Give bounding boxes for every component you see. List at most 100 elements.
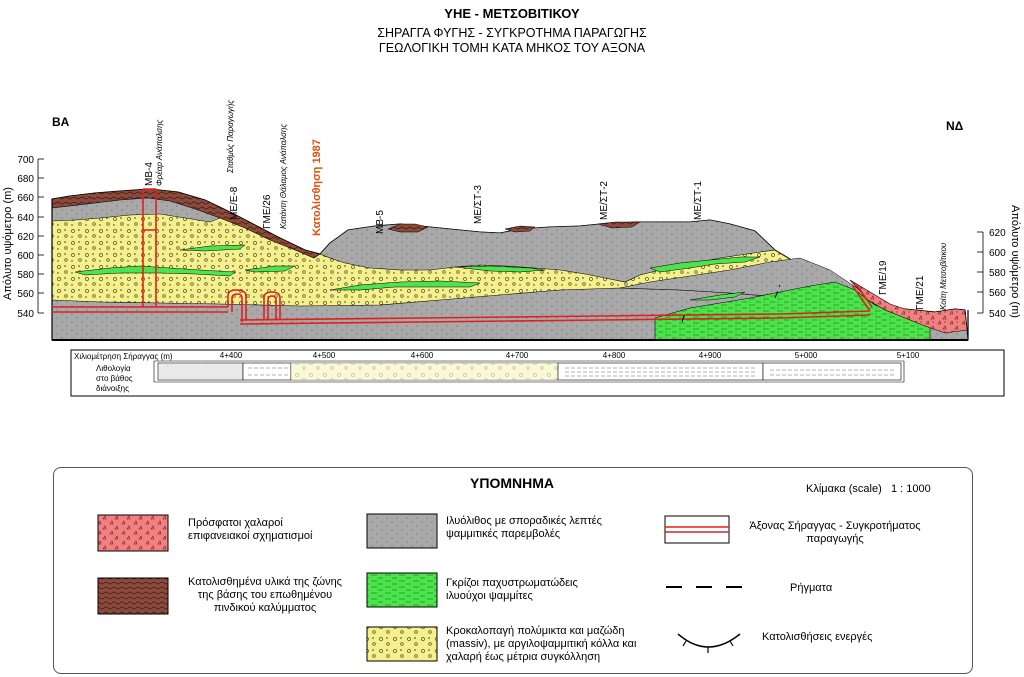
table-row2-label-3: διάνοιξης (96, 384, 129, 393)
table-row1-label: Χιλιομέτρηση Σήραγγας (m) (74, 352, 173, 361)
swatch-recent (97, 514, 169, 552)
siltstone-upper-left (51, 197, 221, 223)
legend-recent-line: Πρόσφατοι χαλαροί (188, 517, 283, 529)
borehole-mb4: ΜΒ-4 (144, 162, 155, 186)
shaft-annotation: Φρέαρ Ανάπαλσης (155, 119, 164, 186)
right-axis (977, 231, 984, 314)
left-tick-label: 580 (17, 270, 34, 281)
borehole-me-st3: ΜΕ/ΣΤ-3 (473, 185, 484, 224)
right-tick-label: 600 (989, 248, 1006, 259)
sandstone-lens-7 (689, 291, 746, 301)
chainage-table (70, 349, 1005, 397)
legend-conglomerate-line: (massiv), με αργιλοψαμμιτική κόλλα και (446, 638, 637, 650)
geological-section: 700 680 660 640 620 600 580 560 540 Απόλ… (2, 100, 1021, 397)
chamber-annotation: Κατάντη Θάλαμος Ανάπαλσης (279, 124, 288, 229)
left-tick-label: 620 (17, 232, 34, 243)
left-tick-label: 680 (17, 174, 34, 185)
landslide-cap-1 (387, 223, 429, 233)
chainage-label: 4+900 (699, 351, 722, 360)
fault-lines (681, 284, 781, 323)
chainage-labels: 4+400 4+500 4+600 4+700 4+800 4+900 5+00… (220, 351, 920, 360)
direction-sw: ΝΔ (946, 119, 964, 133)
chainage-label: 4+800 (603, 351, 626, 360)
legend-sandstone: Γκρίζοι παχυστρωματώδεις ιλυούχοι ψαμμίτ… (446, 577, 578, 603)
left-tick-label: 600 (17, 251, 34, 262)
right-tick-label: 560 (989, 288, 1006, 299)
right-axis-label: Απόλυτο υψόμετρο (m) (1009, 205, 1021, 318)
left-tick-label: 540 (17, 309, 34, 320)
legend-landslide-material: Κατολισθημένα υλικά της ζώνης της βάσης … (175, 576, 355, 615)
swatch-active-landslide (677, 633, 741, 648)
scale-label: Κλίμακα (scale) 1 : 1000 (806, 483, 931, 496)
tunnel-axis (52, 188, 873, 325)
swatch-sandstone (366, 572, 438, 608)
chainage-label: 4+700 (506, 351, 529, 360)
sandstone-lens-1 (179, 244, 246, 252)
borehole-gme21: ΓΜΕ/21 (915, 275, 926, 310)
left-axis-ticks: 700 680 660 640 620 600 580 560 540 (17, 155, 34, 320)
scale-value: 1 : 1000 (890, 483, 931, 495)
chainage-label: 4+500 (313, 351, 336, 360)
chainage-label: 4+600 (411, 351, 434, 360)
right-tick-label: 580 (989, 268, 1006, 279)
chainage-label: 5+000 (795, 351, 818, 360)
left-axis-label: Απόλυτο υψόμετρο (m) (2, 187, 14, 300)
table-row2-label-2: στο βάθος (96, 374, 133, 383)
left-tick-label: 700 (17, 155, 34, 166)
legend-conglomerate-line: Κροκαλοπαγή πολύμικτα και μαζώδη (446, 625, 625, 637)
legend-landslide-line: Κατολισθημένα υλικά της ζώνης (188, 576, 342, 588)
legend-conglomerate: Κροκαλοπαγή πολύμικτα και μαζώδη (massiv… (446, 625, 636, 664)
station-annotation: Σταθμός Παραγωγής (226, 100, 235, 174)
legend-tunnel-line: Άξονας Σήραγγας - Συγκροτήματος (749, 520, 921, 532)
legend-siltstone-line: ψαμμιτικές παρεμβολές (446, 528, 561, 540)
drawing-subtitle-1: ΣΗΡΑΓΓΑ ΦΥΓΗΣ - ΣΥΓΚΡΟΤΗΜΑ ΠΑΡΑΓΩΓΗΣ (377, 26, 647, 40)
legend-conglomerate-line: χαλαρή έως μέτρια συγκόλληση (446, 651, 601, 663)
landslide-1987-label: Κατολίσθηση 1987 (311, 139, 323, 236)
legend-active-landslides: Κατολισθήσεις ενεργές (762, 631, 873, 643)
landslide-cap-3 (597, 221, 641, 229)
borehole-me-e8: ΜΕ/Ε-8 (229, 186, 240, 220)
left-tick-label: 660 (17, 193, 34, 204)
legend-recent: Πρόσφατοι χαλαροί επιφανειακοί σχηματισμ… (188, 517, 312, 543)
sandstone-lens-4 (329, 280, 481, 291)
right-axis-ticks: 620 600 580 560 540 (989, 228, 1006, 320)
borehole-me-st1: ΜΕ/ΣΤ-1 (693, 181, 704, 220)
legend-landslide-line: πινδικού καλύμματος (213, 602, 317, 614)
borehole-mb5: ΜΒ-5 (375, 210, 386, 234)
borehole-me-st2: ΜΕ/ΣΤ-2 (599, 181, 610, 220)
left-tick-label: 560 (17, 289, 34, 300)
left-tick-label: 640 (17, 213, 34, 224)
legend-faults: Ρήγματα (790, 582, 833, 594)
drawing-title: ΥΗΕ - ΜΕΤΣΟΒΙΤΙΚΟΥ (444, 6, 580, 21)
right-tick-label: 620 (989, 228, 1006, 239)
legend-tunnel-line: παραγωγής (806, 533, 864, 545)
legend-title: ΥΠΟΜΝΗΜΑ (470, 475, 554, 491)
legend-panel (53, 467, 973, 674)
legend-sandstone-line: ιλυούχοι ψαμμίτες (446, 590, 533, 602)
left-axis (37, 158, 44, 314)
legend-siltstone: Ιλυόλιθος με σποραδικές λεπτές ψαμμιτικέ… (446, 515, 602, 541)
swatch-siltstone (366, 513, 438, 549)
legend-swatches (97, 513, 752, 662)
legend-tunnel: Άξονας Σήραγγας - Συγκροτήματος παραγωγή… (735, 520, 935, 546)
drawing-subtitle-2: ΓΕΩΛΟΓΙΚΗ ΤΟΜΗ ΚΑΤΑ ΜΗΚΟΣ ΤΟΥ ΑΞΟΝΑ (378, 41, 646, 55)
scale-label-text: Κλίμακα (scale) (806, 483, 882, 495)
legend-sandstone-line: Γκρίζοι παχυστρωματώδεις (446, 577, 578, 589)
sandstone-lens-6 (649, 256, 761, 273)
sandstone-lens-3 (244, 265, 296, 273)
direction-ne: ΒΑ (52, 115, 70, 129)
swatch-conglomerate (366, 626, 438, 662)
legend-recent-line: επιφανειακοί σχηματισμοί (188, 530, 313, 542)
chainage-label: 5+100 (897, 351, 920, 360)
legend-landslide-line: της βάσης του επωθημένου (197, 589, 333, 601)
sandstone-lens-5 (454, 265, 546, 273)
borehole-gme19: ΓΜΕ/19 (878, 260, 889, 295)
table-row2-label-1: Λιθολογία (96, 364, 131, 373)
sandstone-lens-2 (74, 265, 236, 277)
swatch-landslide-material (97, 577, 169, 615)
landslide-cap-2 (504, 225, 536, 233)
legend-siltstone-line: Ιλυόλιθος με σποραδικές λεπτές (446, 515, 602, 527)
borehole-labels: ΜΒ-4 Φρέαρ Ανάπαλσης ΜΕ/Ε-8 Σταθμός Παρα… (144, 100, 948, 310)
chainage-label: 4+400 (220, 351, 243, 360)
recent-deposits (849, 279, 968, 334)
